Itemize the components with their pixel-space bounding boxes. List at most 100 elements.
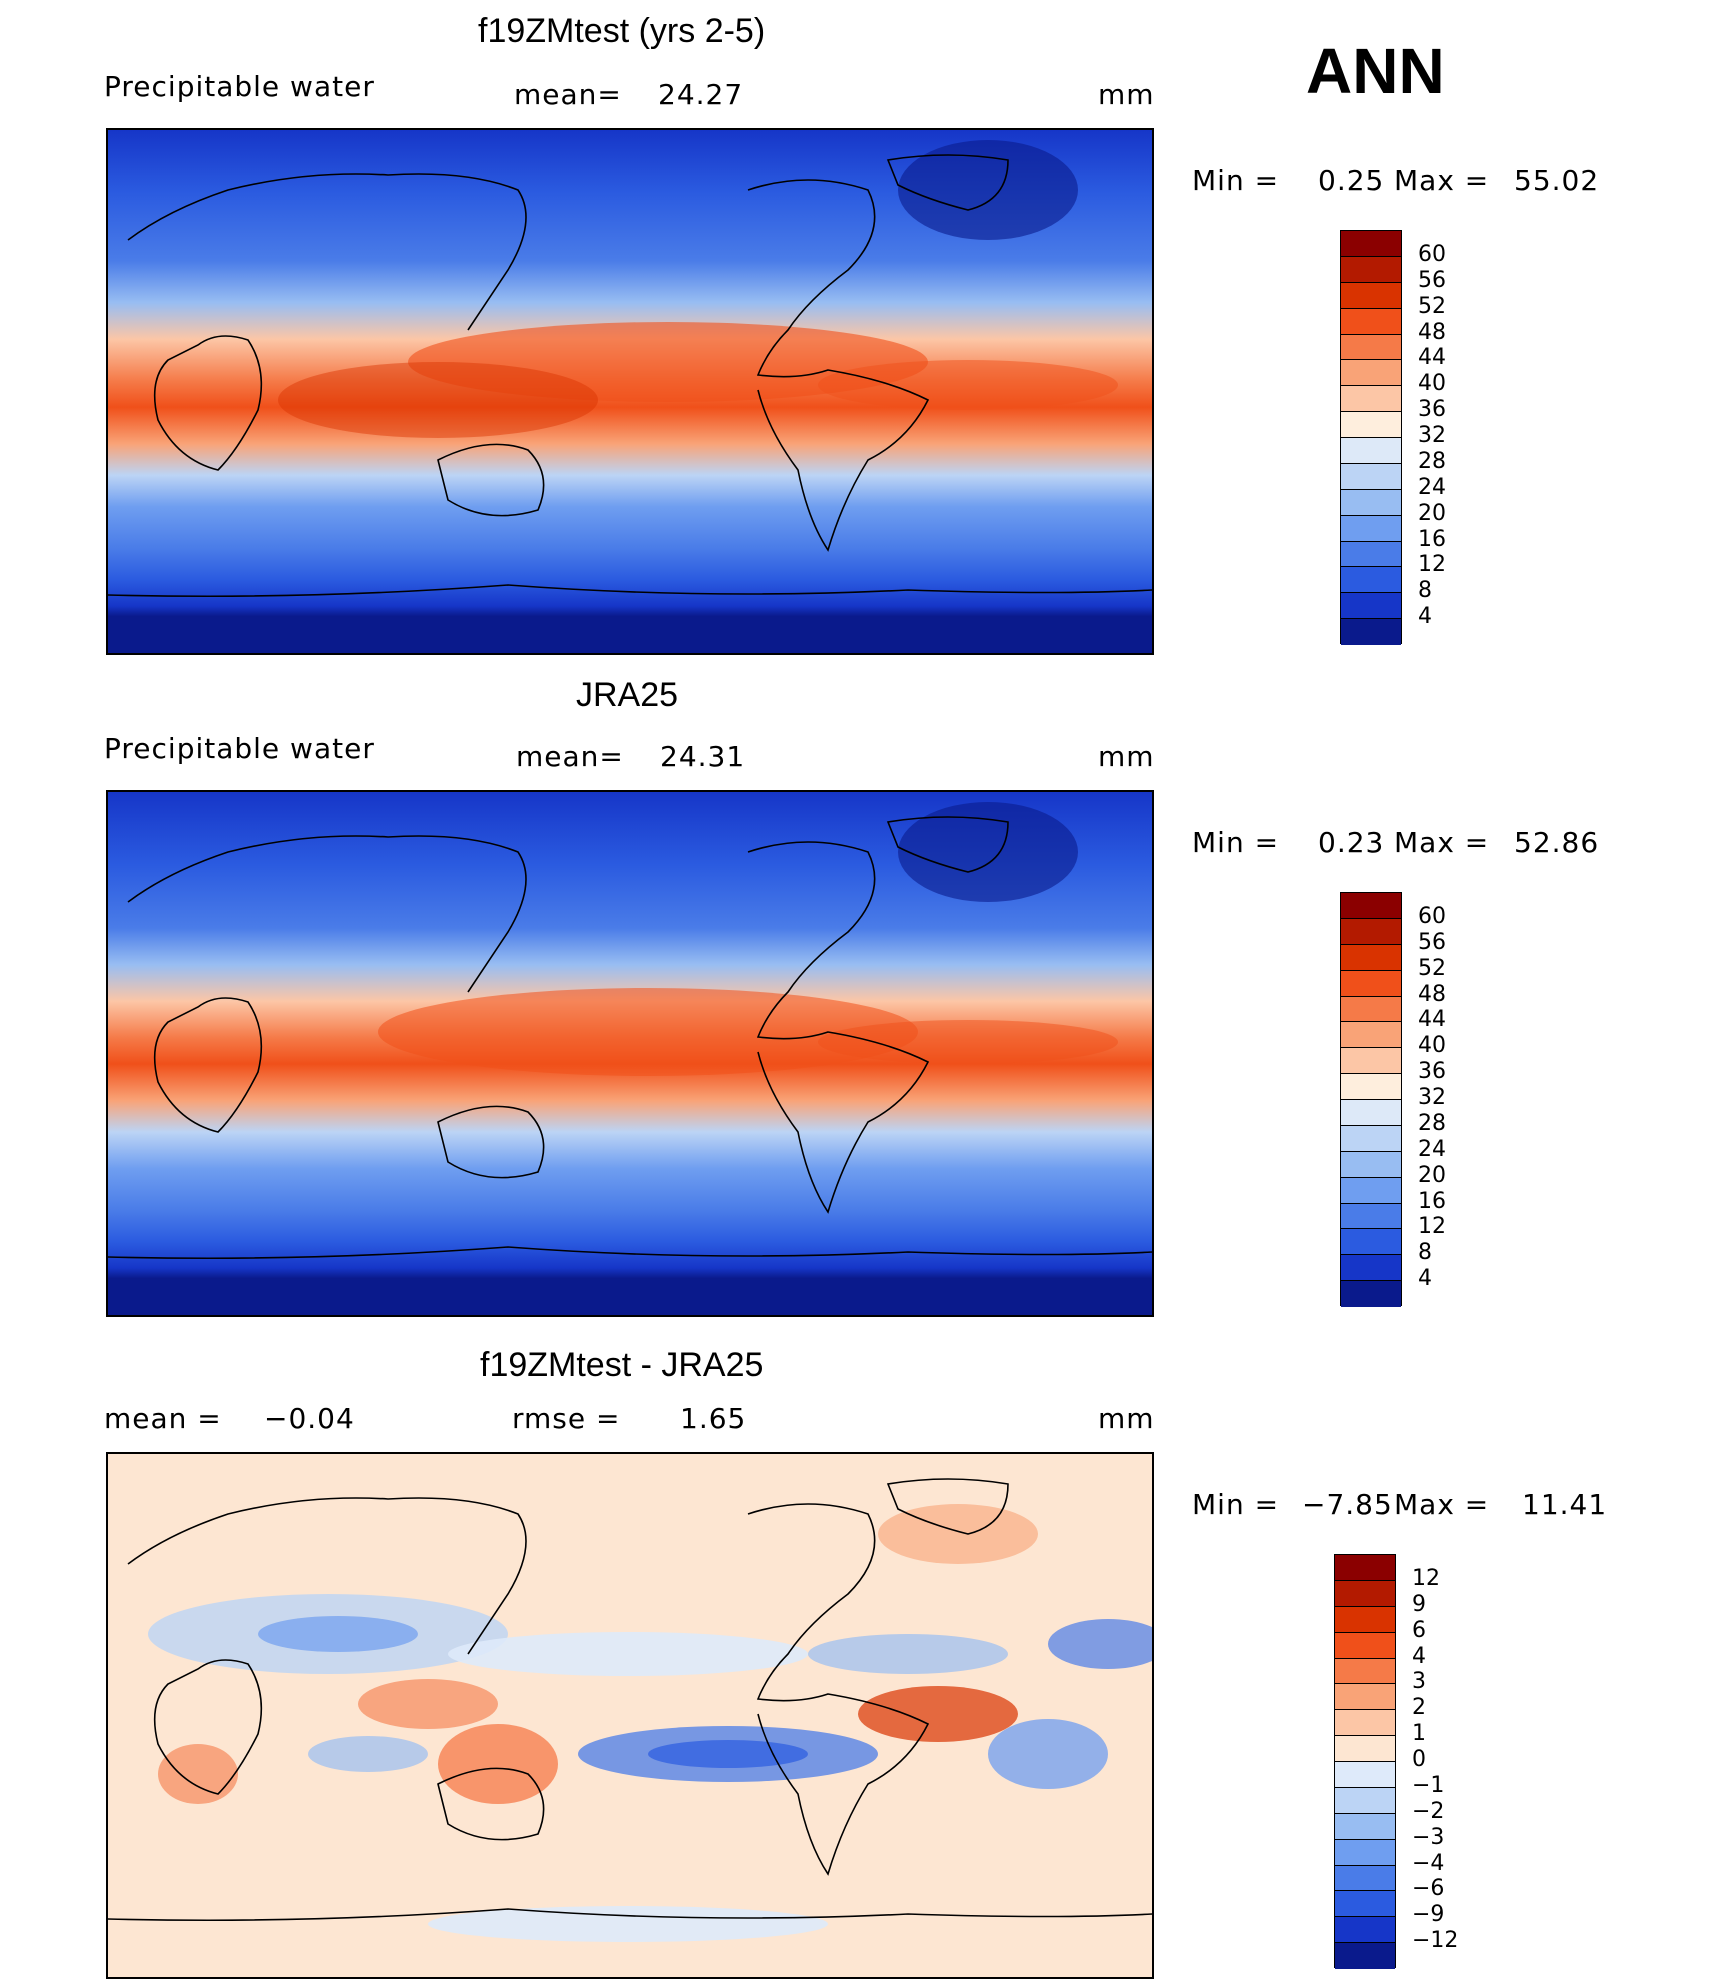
colorbar-tick-label: 56 [1418,267,1446,293]
colorbar-tick-label: 28 [1418,1110,1446,1136]
colorbar-swatch [1335,1865,1395,1892]
colorbar-tick-label: 4 [1418,1266,1432,1292]
colorbar-tick-label: 4 [1418,604,1432,630]
colorbar-swatch [1335,1891,1395,1918]
colorbar-tick-label: 40 [1418,1033,1446,1059]
colorbar-tick-label: 48 [1418,981,1446,1007]
colorbar-swatch [1341,541,1401,568]
colorbar-tick-label: 52 [1418,955,1446,981]
map-obs-field [108,792,1152,1315]
panel-mean-value-diff: −0.04 [264,1402,355,1435]
colorbar-tick-label: −12 [1412,1928,1459,1954]
panel-rmse-label-diff: rmse = [512,1402,621,1435]
colorbar-swatch [1341,1048,1401,1075]
colorbar-tick-label: 32 [1418,1085,1446,1110]
range-min-label-obs: Min = [1192,826,1280,859]
panel-mean-value-model: 24.27 [658,78,744,111]
range-min-value-obs: 0.23 [1318,826,1385,859]
colorbar-swatch [1341,360,1401,387]
colorbar-tick-label: 1 [1412,1721,1426,1747]
range-min-value-model: 0.25 [1318,164,1385,197]
colorbar-swatch [1341,1151,1401,1178]
colorbar-swatch [1341,1100,1401,1126]
range-max-label-obs: Max = [1394,826,1490,859]
colorbar-swatch [1335,1813,1395,1840]
map-model [106,128,1154,655]
colorbar-tick-label: 6 [1412,1617,1426,1643]
colorbar-swatch [1341,970,1401,997]
colorbar-swatch [1341,515,1401,542]
colorbar-tick-label: 44 [1418,345,1446,371]
panel-mean-label-model: mean= [514,78,622,111]
colorbar-tick-label: 8 [1418,578,1432,604]
colorbar-tick-label: 20 [1418,1162,1446,1188]
panel-units-obs: mm [1098,740,1155,773]
colorbar-swatch [1341,386,1401,413]
colorbar-swatch [1341,438,1401,464]
colorbar-swatch [1341,1177,1401,1204]
range-min-value-diff: −7.85 [1302,1488,1393,1521]
map-diff [106,1452,1154,1979]
range-max-label-diff: Max = [1394,1488,1490,1521]
colorbar-swatch [1335,1736,1395,1762]
colorbar-swatch [1341,1022,1401,1049]
colorbar-swatch [1341,256,1401,283]
colorbar-swatch [1341,944,1401,971]
colorbar-tick-label: 24 [1418,474,1446,500]
colorbar-tick-label: 16 [1418,1188,1446,1214]
colorbar-swatch [1335,1787,1395,1814]
colorbar-swatch [1341,1229,1401,1256]
colorbar-tick-label: 60 [1418,903,1446,929]
map-diff-field [108,1454,1152,1977]
colorbar-tick-label: 32 [1418,423,1446,448]
colorbar-tick-label: 36 [1418,1059,1446,1085]
colorbar-tick-label: 48 [1418,319,1446,345]
colorbar-swatch [1335,1762,1395,1788]
colorbar-tick-label: −3 [1412,1824,1445,1850]
colorbar-tick-label: 52 [1418,293,1446,319]
range-max-label-model: Max = [1394,164,1490,197]
colorbar-swatch [1335,1555,1395,1581]
colorbar-swatch [1341,463,1401,490]
colorbar-swatch [1335,1658,1395,1685]
colorbar-tick-label: −1 [1412,1772,1445,1798]
colorbar-swatch [1341,996,1401,1023]
colorbar-tick-label: 4 [1412,1643,1426,1669]
range-min-label-diff: Min = [1192,1488,1280,1521]
colorbar-swatch [1341,1281,1401,1307]
panel-units-diff: mm [1098,1402,1155,1435]
colorbar-tick-label: 3 [1412,1669,1426,1695]
colorbar-swatch [1341,619,1401,645]
range-min-label-model: Min = [1192,164,1280,197]
colorbar-swatch [1341,489,1401,516]
panel-title-model: f19ZMtest (yrs 2-5) [478,12,766,50]
colorbar-swatch [1335,1943,1395,1969]
range-max-value-obs: 52.86 [1514,826,1600,859]
panel-title-diff: f19ZMtest - JRA25 [480,1346,764,1384]
colorbar-swatch [1335,1606,1395,1633]
colorbar-swatch [1335,1839,1395,1866]
colorbar-tick-label: 9 [1412,1591,1426,1617]
colorbar-tick-label: 36 [1418,397,1446,423]
colorbar-swatch [1341,1074,1401,1100]
colorbar-tick-label: −9 [1412,1902,1445,1928]
range-max-value-model: 55.02 [1514,164,1600,197]
range-max-value-diff: 11.41 [1522,1488,1608,1521]
colorbar-swatch [1341,1255,1401,1282]
colorbar-swatch [1335,1917,1395,1944]
colorbar-tick-label: 16 [1418,526,1446,552]
colorbar-tick-label: 2 [1412,1695,1426,1721]
colorbar-swatch [1341,567,1401,594]
colorbar-tick-label: 12 [1412,1565,1440,1591]
colorbar-swatch [1341,1125,1401,1152]
colorbar-obs [1340,892,1402,1307]
colorbar-swatch [1335,1632,1395,1659]
colorbar-swatch [1341,308,1401,335]
panel-units-model: mm [1098,78,1155,111]
colorbar-tick-label: −2 [1412,1798,1445,1824]
colorbar-tick-label: 20 [1418,500,1446,526]
colorbar-tick-label: 12 [1418,552,1446,578]
colorbar-tick-label: 0 [1412,1747,1426,1772]
colorbar-swatch [1341,231,1401,257]
map-obs [106,790,1154,1317]
